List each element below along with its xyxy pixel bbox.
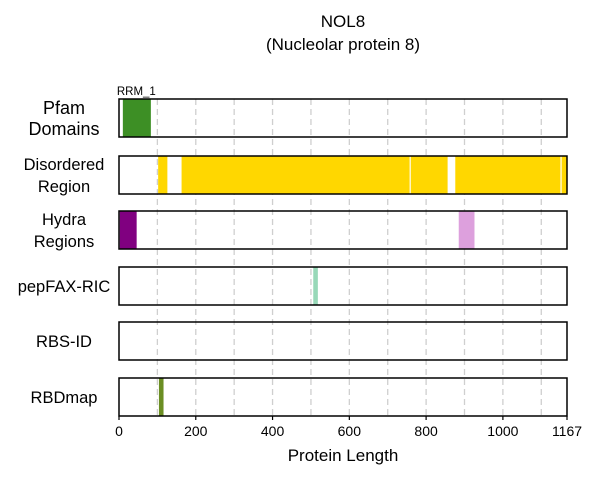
segment-bar [458, 211, 475, 249]
track-label: Regions [34, 233, 95, 251]
segment-bar [455, 156, 561, 194]
x-tick-label: 400 [261, 423, 285, 439]
segment-bar [119, 211, 137, 249]
track-label: Region [38, 178, 90, 196]
track-label: Hydra [42, 211, 87, 229]
segment-bar [313, 267, 318, 305]
segment-bar [410, 156, 448, 194]
track-row: Hydra Regions [34, 210, 568, 251]
grid-lines [156, 99, 542, 416]
x-axis-label: Protein Length [288, 446, 399, 465]
x-tick-label: 600 [338, 423, 362, 439]
track-label: RBDmap [31, 389, 98, 407]
track-frame [118, 377, 568, 417]
track-frame [118, 155, 568, 195]
chart-title: NOL8 [321, 12, 365, 31]
track-label: Pfam [43, 98, 85, 118]
track-label: RBS-ID [36, 333, 92, 351]
track-frame [118, 321, 568, 361]
x-tick-label: 1000 [487, 423, 518, 439]
track-label: pepFAX-RIC [18, 278, 111, 296]
segment-bar [158, 156, 168, 194]
segment-label: RRM_1 [117, 86, 156, 98]
track-frame [118, 266, 568, 306]
track-label: Domains [28, 119, 99, 139]
chart-subtitle: (Nucleolar protein 8) [266, 35, 420, 54]
segment-bar [122, 99, 151, 137]
track-frame [118, 210, 568, 250]
x-tick-label: 0 [115, 423, 123, 439]
track-frame [118, 98, 568, 138]
x-tick-label: 200 [184, 423, 208, 439]
track-row: Disordered Region [24, 155, 568, 196]
segment-bar [561, 156, 567, 194]
track-row: RBDmap [31, 377, 568, 417]
track-label: Disordered [24, 156, 105, 174]
track-row: RBS-ID [36, 321, 568, 361]
x-tick-label: 1167 [552, 423, 582, 439]
segment-bar [181, 156, 410, 194]
x-axis: 0 200 400 600 800 1000 1167 [115, 416, 582, 439]
track-row: pepFAX-RIC [18, 266, 568, 306]
segment-bar [158, 378, 164, 416]
x-tick-label: 800 [414, 423, 438, 439]
